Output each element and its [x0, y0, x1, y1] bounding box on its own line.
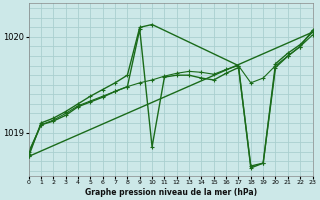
- X-axis label: Graphe pression niveau de la mer (hPa): Graphe pression niveau de la mer (hPa): [84, 188, 257, 197]
